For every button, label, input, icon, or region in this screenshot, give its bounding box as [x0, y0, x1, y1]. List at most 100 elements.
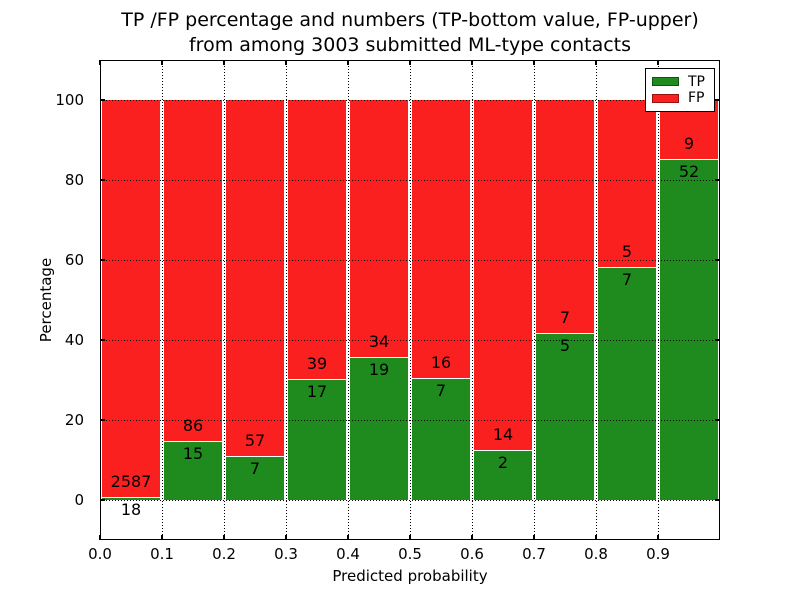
legend-label-fp: FP	[688, 90, 705, 107]
y-tick	[715, 259, 720, 261]
fp-bar-segment	[535, 100, 595, 334]
fp-count-label: 2587	[110, 472, 152, 492]
tp-bar-segment	[101, 497, 161, 500]
tp-count-label: 7	[249, 459, 261, 479]
x-tick	[223, 535, 225, 540]
y-tick	[100, 99, 105, 101]
y-tick	[715, 339, 720, 341]
tp-count-label: 5	[559, 336, 571, 356]
fp-bar-segment	[411, 100, 471, 379]
h-gridline	[100, 179, 720, 181]
fp-color-swatch	[652, 93, 679, 103]
fp-bar-segment	[225, 100, 285, 457]
h-gridline	[100, 499, 720, 501]
tp-bar-segment	[287, 378, 347, 500]
tp-count-label: 17	[306, 381, 328, 401]
tp-bar-segment	[473, 450, 533, 500]
x-axis-label: Predicted probability	[332, 567, 488, 585]
v-gridline	[657, 60, 659, 540]
y-tick	[100, 419, 105, 421]
x-tick-label: 0.7	[522, 545, 546, 563]
h-gridline	[100, 259, 720, 261]
x-tick-label: 0.5	[398, 545, 422, 563]
v-gridline	[223, 60, 225, 540]
tp-color-swatch	[652, 77, 679, 87]
h-gridline	[100, 419, 720, 421]
x-tick	[657, 60, 659, 65]
fp-count-label: 16	[430, 353, 452, 373]
y-tick	[100, 339, 105, 341]
y-tick	[100, 259, 105, 261]
v-gridline	[533, 60, 535, 540]
legend: TP FP	[645, 68, 715, 112]
y-tick-label: 80	[64, 171, 84, 189]
x-tick	[409, 60, 411, 65]
x-tick	[223, 60, 225, 65]
fp-count-label: 34	[368, 331, 390, 351]
fp-bar-segment	[597, 100, 657, 267]
v-gridline	[409, 60, 411, 540]
y-tick-label: 0	[74, 491, 84, 509]
fp-bar-segment	[163, 100, 223, 441]
x-tick	[99, 535, 101, 540]
y-tick	[715, 499, 720, 501]
v-gridline	[161, 60, 163, 540]
legend-label-tp: TP	[688, 73, 705, 90]
x-tick-label: 0.9	[646, 545, 670, 563]
x-tick	[161, 535, 163, 540]
h-gridline	[100, 339, 720, 341]
x-tick	[409, 535, 411, 540]
fp-count-label: 39	[306, 353, 328, 373]
fp-bar-segment	[101, 100, 161, 498]
tp-count-label: 52	[678, 162, 700, 182]
tp-count-label: 19	[368, 359, 390, 379]
y-tick-label: 60	[64, 251, 84, 269]
chart-title-line2: from among 3003 submitted ML-type contac…	[188, 34, 632, 56]
x-tick	[533, 535, 535, 540]
fp-bar-segment	[287, 100, 347, 379]
v-gridline	[347, 60, 349, 540]
fp-count-label: 57	[244, 431, 266, 451]
v-gridline	[595, 60, 597, 540]
x-tick	[471, 60, 473, 65]
y-tick-label: 20	[64, 411, 84, 429]
x-tick	[285, 535, 287, 540]
v-gridline	[471, 60, 473, 540]
x-tick	[161, 60, 163, 65]
x-tick	[347, 60, 349, 65]
x-tick-label: 0.2	[212, 545, 236, 563]
y-tick	[715, 179, 720, 181]
y-tick	[100, 179, 105, 181]
x-tick	[533, 60, 535, 65]
x-tick	[595, 60, 597, 65]
v-gridline	[285, 60, 287, 540]
y-tick	[100, 499, 105, 501]
tp-count-label: 2	[497, 453, 509, 472]
x-tick-label: 0.4	[336, 545, 360, 563]
x-tick-label: 0.8	[584, 545, 608, 563]
x-tick	[471, 535, 473, 540]
chart-title: TP /FP percentage and numbers (TP-bottom…	[100, 8, 720, 58]
y-axis-label: Percentage	[37, 257, 55, 343]
tp-bar-segment	[349, 356, 409, 500]
fp-bar-segment	[349, 100, 409, 357]
tp-bar-segment	[225, 456, 285, 500]
x-tick	[347, 535, 349, 540]
x-tick	[595, 535, 597, 540]
legend-item-fp: FP	[652, 91, 708, 105]
y-tick	[715, 419, 720, 421]
fp-count-label: 86	[182, 415, 204, 435]
plot-area: TP FP 2587 18 86 15 57 7 39 17 34 19 16 7 14 2 7 5 5 7 9 52	[99, 60, 720, 540]
tp-bar-segment	[163, 440, 223, 500]
x-axis-tick-labels: 0.0 0.1 0.2 0.3 0.4 0.5 0.6 0.7 0.8 0.9	[88, 545, 720, 565]
chart-title-line1: TP /FP percentage and numbers (TP-bottom…	[121, 9, 699, 31]
h-gridline	[100, 99, 720, 101]
tp-count-label: 7	[621, 269, 633, 289]
tp-bar-segment	[659, 159, 719, 500]
fp-count-label: 7	[559, 308, 571, 328]
legend-item-tp: TP	[652, 75, 708, 89]
x-tick-label: 0.1	[150, 545, 174, 563]
y-tick	[715, 99, 720, 101]
tp-count-label: 15	[182, 443, 204, 463]
